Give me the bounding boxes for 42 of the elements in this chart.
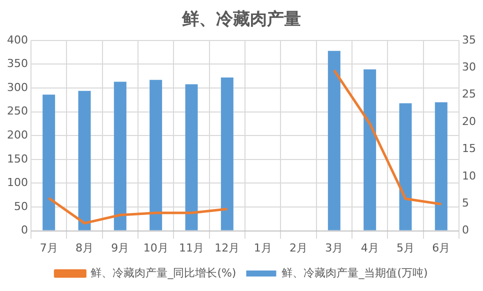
y-tick-label: 350 [6, 57, 28, 70]
x-tick-label: 2月 [290, 241, 308, 254]
x-tick-label: 7月 [40, 241, 58, 254]
y-tick-label: 0 [20, 224, 28, 237]
bar [42, 94, 56, 230]
y2-tick-label: 35 [462, 33, 476, 46]
chart-title: 鲜、冷藏肉产量 [181, 10, 301, 30]
bar [364, 69, 376, 230]
y-tick-label: 150 [6, 152, 28, 166]
y-tick-label: 400 [6, 33, 28, 46]
bar [328, 50, 340, 230]
x-tick-label: 3月 [325, 241, 344, 254]
bar [78, 90, 91, 230]
y2-tick-label: 30 [462, 60, 476, 74]
x-tick-label: 1月 [254, 241, 272, 254]
x-tick-label: 11月 [179, 241, 204, 254]
y2-tick-label: 15 [462, 142, 476, 156]
x-tick-label: 10月 [143, 241, 168, 254]
legend-label: 鲜、冷藏肉产量_当期值(万吨) [282, 266, 428, 280]
y-tick-label: 250 [6, 104, 28, 118]
bar [399, 103, 412, 230]
y2-tick-label: 5 [462, 196, 470, 210]
y2-tick-label: 0 [462, 224, 470, 237]
x-tick-label: 5月 [396, 241, 414, 254]
y-tick-label: 50 [14, 200, 28, 213]
bar [220, 78, 234, 230]
y2-tick-label: 10 [462, 169, 476, 182]
y-tick-label: 100 [6, 176, 28, 190]
y2-tick-label: 20 [462, 114, 476, 128]
x-tick-label: 8月 [75, 241, 94, 254]
bar [434, 102, 448, 230]
bar [185, 84, 198, 230]
x-tick-label: 4月 [360, 241, 379, 254]
y-tick-label: 200 [6, 128, 28, 142]
legend-label: 鲜、冷藏肉产量_同比增长(%) [90, 266, 236, 280]
y2-tick-label: 25 [462, 88, 476, 101]
y-tick-label: 300 [6, 80, 28, 94]
x-tick-label: 9月 [111, 241, 130, 254]
x-tick-label: 12月 [214, 241, 240, 254]
bar [114, 82, 126, 230]
x-tick-label: 6月 [432, 241, 450, 254]
bar [150, 80, 162, 230]
